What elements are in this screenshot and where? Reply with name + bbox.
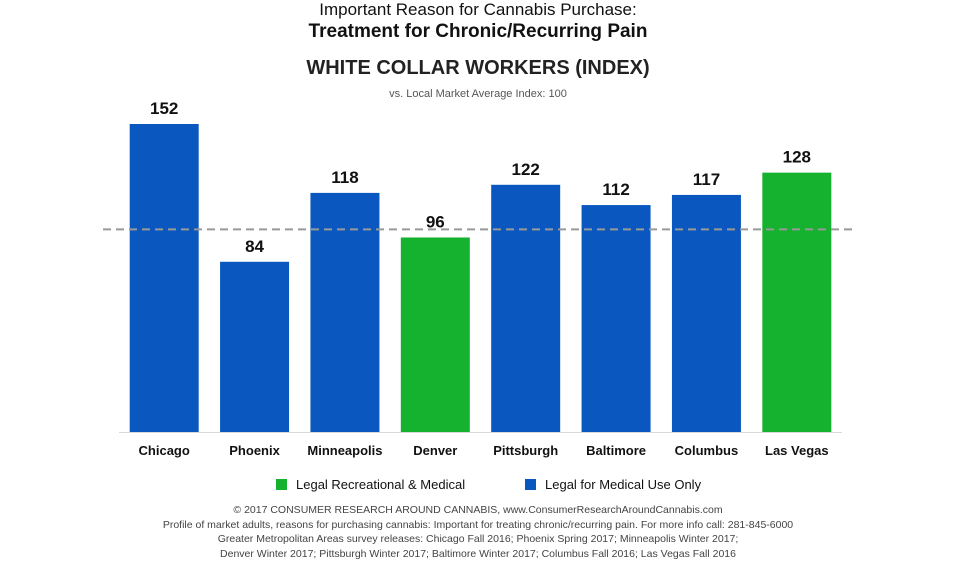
chart-title-line3: WHITE COLLAR WORKERS (INDEX) [306, 57, 650, 79]
footer-releases-2: Denver Winter 2017; Pittsburgh Winter 20… [220, 547, 736, 560]
legend-item-recreational: Legal Recreational & Medical [276, 477, 465, 492]
bar-minneapolis [310, 192, 380, 432]
x-tick-label: Columbus [675, 443, 739, 458]
bar-chicago [129, 124, 199, 432]
bar-phoenix [220, 261, 290, 432]
legend-item-medical: Legal for Medical Use Only [525, 477, 701, 492]
legend-swatch-recreational [276, 479, 287, 490]
footer-copyright: © 2017 CONSUMER RESEARCH AROUND CANNABIS… [233, 504, 723, 516]
bar-pittsburgh [491, 184, 561, 432]
data-label: 96 [426, 212, 445, 231]
x-tick-label: Las Vegas [765, 443, 829, 458]
data-label: 128 [783, 148, 811, 167]
bar-baltimore [581, 205, 651, 432]
x-tick-label: Phoenix [229, 443, 280, 458]
data-label: 117 [693, 170, 720, 189]
chart-subtitle: vs. Local Market Average Index: 100 [389, 88, 567, 100]
x-tick-label: Denver [413, 443, 457, 458]
bar-las-vegas [762, 172, 832, 432]
bar-denver [400, 237, 470, 432]
legend: Legal Recreational & Medical Legal for M… [0, 477, 956, 495]
data-label: 118 [331, 168, 358, 187]
footer-profile: Profile of market adults, reasons for pu… [162, 518, 794, 531]
footer-notes: © 2017 CONSUMER RESEARCH AROUND CANNABIS… [0, 503, 956, 561]
data-label: 84 [245, 237, 264, 256]
legend-swatch-medical [525, 479, 536, 490]
legend-label-recreational: Legal Recreational & Medical [296, 477, 466, 492]
bar-columbus [671, 194, 741, 432]
legend-label-medical: Legal for Medical Use Only [545, 477, 702, 492]
chart-title-line2: Treatment for Chronic/Recurring Pain [308, 21, 648, 42]
data-label: 152 [150, 99, 178, 118]
chart-title-line1: Important Reason for Cannabis Purchase: [319, 0, 637, 19]
data-label: 112 [602, 180, 629, 199]
x-tick-label: Pittsburgh [493, 443, 558, 458]
x-tick-label: Baltimore [586, 443, 646, 458]
x-tick-label: Minneapolis [307, 443, 382, 458]
x-tick-label: Chicago [139, 443, 190, 458]
footer-releases-1: Greater Metropolitan Areas survey releas… [217, 533, 739, 545]
data-label: 122 [512, 160, 540, 179]
